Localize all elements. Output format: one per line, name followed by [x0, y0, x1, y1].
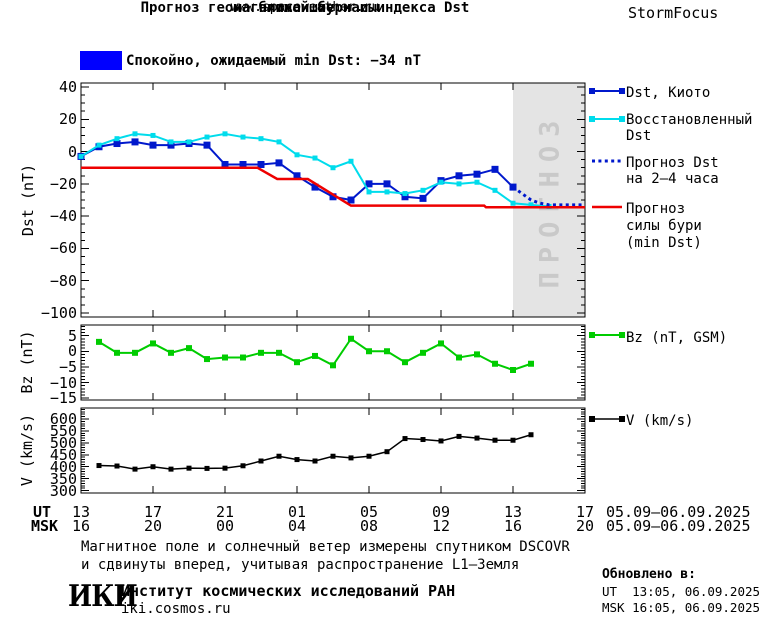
x-tick-label-ut: 17	[575, 503, 595, 521]
msk-date-range: 05.09–06.09.2025	[606, 517, 751, 535]
y-tick-label: −80	[49, 271, 77, 290]
institute-name: Институт космических исследований РАН	[121, 582, 456, 600]
x-tick-label-msk: 04	[287, 517, 307, 535]
legend-forecast-2: на 2–4 часа	[626, 171, 719, 187]
page-title: Прогноз геомагнитной бури и индекса Dst	[140, 0, 470, 16]
ut-date-range: 05.09–06.09.2025	[606, 503, 751, 521]
page-subtitle: на ближайшие часы	[233, 0, 377, 16]
x-tick-label-ut: 09	[431, 503, 451, 521]
legend-dst-kyoto: Dst, Киото	[626, 85, 711, 101]
y-tick-label: 450	[49, 445, 77, 464]
x-tick-label-msk: 16	[71, 517, 91, 535]
legend-storm-1: Прогноз	[626, 201, 686, 217]
y-tick-label: 300	[49, 481, 77, 500]
legend-storm-3: (min Dst)	[626, 235, 702, 251]
data-source-note-2: и сдвинуты вперед, учитывая распростране…	[81, 557, 520, 573]
y-tick-label: 20	[58, 110, 77, 129]
y-tick-label: 550	[49, 421, 77, 440]
y-tick-label: 500	[49, 433, 77, 452]
y-tick-label: −40	[49, 207, 77, 226]
x-tick-label-ut: 13	[503, 503, 523, 521]
x-tick-label-ut: 13	[71, 503, 91, 521]
ut-row-label: UT	[33, 503, 52, 521]
y-tick-label: 5	[67, 326, 77, 345]
y-tick-label: −5	[58, 357, 77, 376]
x-tick-label-msk: 12	[431, 517, 451, 535]
x-tick-label-msk: 16	[503, 517, 523, 535]
data-source-note-1: Магнитное поле и солнечный ветер измерен…	[81, 539, 570, 555]
iki-logo: ИКИ	[68, 579, 138, 614]
x-tick-label-msk: 20	[143, 517, 163, 535]
y-tick-label: −60	[49, 239, 77, 258]
x-tick-label-ut: 01	[287, 503, 307, 521]
y-tick-label: −15	[49, 389, 77, 408]
quiet-status-swatch	[80, 51, 122, 70]
brand-label: StormFocus	[628, 4, 719, 22]
legend-bz: Bz (nT, GSM)	[626, 330, 728, 346]
msk-row-label: MSK	[31, 517, 59, 535]
y-tick-label: −20	[49, 174, 77, 193]
updated-ut-time: UT 13:05, 06.09.2025	[602, 584, 760, 599]
x-tick-label-msk: 00	[215, 517, 235, 535]
updated-label: Обновлено в:	[602, 567, 696, 582]
svg-text:ПРОГНОЗ: ПРОГНОЗ	[535, 112, 566, 289]
legend-v: V (km/s)	[626, 413, 694, 429]
x-tick-label-ut: 17	[143, 503, 163, 521]
y-tick-label: 400	[49, 457, 77, 476]
updated-msk-time: MSK 16:05, 06.09.2025	[602, 600, 760, 615]
legend-storm-2: силы бури	[626, 218, 702, 234]
legend-forecast-1: Прогноз Dst	[626, 155, 719, 171]
x-tick-label-msk: 20	[575, 517, 595, 535]
y-tick-label: −10	[49, 373, 77, 392]
institute-site: iki.cosmos.ru	[121, 601, 231, 617]
legend-recovered-2: Dst	[626, 128, 652, 144]
y-tick-label: 0	[67, 342, 77, 361]
y-tick-label: 40	[58, 78, 77, 97]
status-banner: Спокойно, ожидаемый min Dst: −34 nT	[126, 53, 422, 69]
legend-recovered-1: Восстановленный	[626, 112, 753, 128]
y-tick-label: 600	[49, 409, 77, 428]
x-tick-label-msk: 08	[359, 517, 379, 535]
x-tick-label-ut: 05	[359, 503, 379, 521]
y-tick-label: 0	[67, 142, 77, 161]
y-tick-label: −100	[40, 303, 77, 322]
x-tick-label-ut: 21	[215, 503, 235, 521]
y-tick-label: 350	[49, 469, 77, 488]
website-label: www.spaceweather.ru	[230, 0, 380, 15]
